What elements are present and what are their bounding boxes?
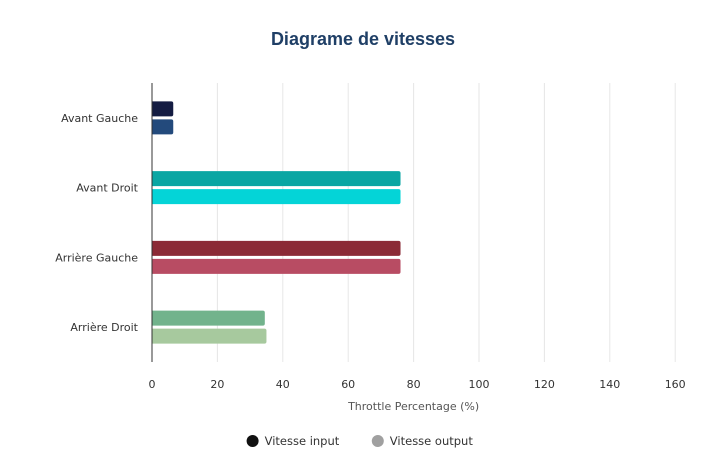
x-tick-label: 60 bbox=[341, 378, 355, 391]
chart-title: Diagrame de vitesses bbox=[271, 29, 455, 49]
legend-label: Vitesse output bbox=[390, 434, 474, 448]
legend-item-output[interactable]: Vitesse output bbox=[371, 434, 474, 448]
gridlines bbox=[216, 83, 676, 362]
x-tick-label: 120 bbox=[534, 378, 555, 391]
x-tick-label: 40 bbox=[276, 378, 290, 391]
legend-marker-icon bbox=[371, 435, 384, 447]
category-label: Avant Droit bbox=[76, 182, 138, 195]
x-tick-label: 80 bbox=[407, 378, 421, 391]
bar-input[interactable] bbox=[152, 171, 401, 187]
bar-output[interactable] bbox=[152, 119, 174, 135]
x-tick-label: 100 bbox=[469, 378, 490, 391]
category-label: Arrière Gauche bbox=[55, 251, 138, 264]
category-label: Arrière Droit bbox=[70, 321, 138, 334]
category-labels: Avant Gauche Avant Droit Arrière Gauche Arr… bbox=[55, 112, 138, 334]
x-tick-labels: 0 20 40 60 80 100 120 140 160 bbox=[149, 378, 686, 391]
bar-output[interactable] bbox=[152, 189, 401, 205]
legend[interactable]: Vitesse input Vitesse output bbox=[246, 434, 474, 448]
x-tick-label: 160 bbox=[665, 378, 686, 391]
category-label: Avant Gauche bbox=[61, 112, 138, 125]
x-tick-label: 0 bbox=[149, 378, 156, 391]
x-axis-title: Throttle Percentage (%) bbox=[347, 400, 479, 413]
legend-label: Vitesse input bbox=[265, 434, 340, 448]
bar-input[interactable] bbox=[152, 240, 401, 256]
x-tick-label: 140 bbox=[599, 378, 620, 391]
legend-item-input[interactable]: Vitesse input bbox=[246, 434, 340, 448]
bar-output[interactable] bbox=[152, 258, 401, 274]
bar-output[interactable] bbox=[152, 328, 267, 344]
bar-input[interactable] bbox=[152, 310, 265, 326]
legend-marker-icon bbox=[246, 435, 259, 447]
x-tick-label: 20 bbox=[210, 378, 224, 391]
bar-input[interactable] bbox=[152, 101, 174, 117]
bars bbox=[152, 101, 401, 344]
